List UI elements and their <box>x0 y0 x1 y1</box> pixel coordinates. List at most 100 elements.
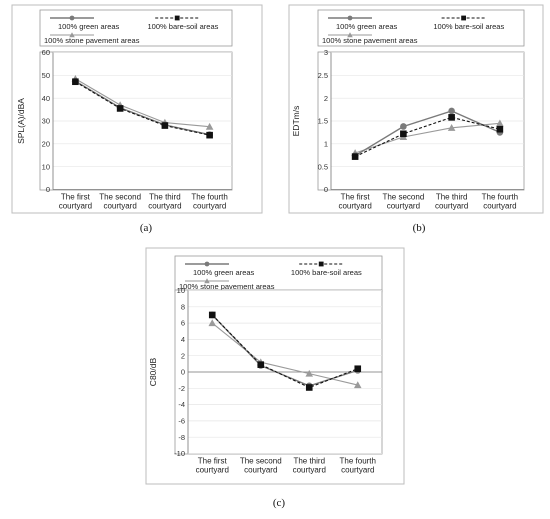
data-point-soil <box>206 131 213 139</box>
panel-caption: (c) <box>273 497 286 509</box>
series-line-soil <box>211 314 358 389</box>
x-tick-label: courtyard <box>435 202 468 211</box>
series-line-green <box>75 80 210 136</box>
x-tick-label: The first <box>341 193 371 202</box>
y-tick-label: 4 <box>181 335 185 344</box>
x-tick-label: courtyard <box>483 202 516 211</box>
chart-panel-1: 100% green areas 100% bare-soil areas 100%… <box>288 4 544 234</box>
legend-marker-stone <box>347 32 353 38</box>
y-tick-label: 0.5 <box>318 162 328 171</box>
panel-caption: (a) <box>140 222 153 234</box>
y-tick-label: 10 <box>177 286 185 295</box>
y-tick-label: 60 <box>42 48 50 57</box>
chart-panel-0: 100% green areas 100% bare-soil areas 100%… <box>11 4 263 234</box>
y-tick-label: -6 <box>178 417 185 426</box>
y-tick-label: 30 <box>42 117 50 126</box>
legend-label-stone: 100% stone pavement areas <box>322 36 418 45</box>
y-tick-label: 0 <box>181 368 185 377</box>
x-tick-label: The fourth <box>482 193 518 202</box>
legend-marker-green <box>204 261 210 267</box>
data-point-soil <box>257 361 265 368</box>
x-tick-label: courtyard <box>103 202 136 211</box>
series-line-stone <box>211 322 358 386</box>
chart-panel-2: 100% green areas 100% bare-soil areas 100%… <box>145 247 405 509</box>
series-line-soil <box>354 116 501 158</box>
data-point-soil <box>161 122 169 129</box>
data-point-stone <box>305 369 314 377</box>
data-point-green <box>448 107 455 115</box>
y-tick-label: -8 <box>178 433 185 442</box>
x-tick-label: courtyard <box>148 202 181 211</box>
x-tick-label: The third <box>149 193 181 202</box>
y-tick-label: 2 <box>181 351 185 360</box>
x-tick-label: The first <box>61 193 91 202</box>
data-point-soil <box>354 365 362 373</box>
legend-label-green: 100% green areas <box>336 22 398 31</box>
y-tick-label: 50 <box>42 71 50 80</box>
y-tick-label: 1 <box>324 139 328 148</box>
x-tick-label: The fourth <box>340 457 376 466</box>
y-tick-label: 0 <box>46 185 50 194</box>
legend-label-stone: 100% stone pavement areas <box>179 282 275 291</box>
x-tick-label: courtyard <box>338 202 371 211</box>
series-line-stone <box>75 78 210 128</box>
legend-marker-soil <box>318 261 324 267</box>
legend-marker-green <box>69 15 75 21</box>
y-axis-label: C80/dB <box>148 357 158 386</box>
data-point-stone <box>205 122 214 130</box>
x-tick-label: The second <box>99 193 141 202</box>
data-point-stone <box>353 381 362 389</box>
legend-box <box>174 255 383 293</box>
y-tick-label: 1.5 <box>318 117 328 126</box>
data-point-soil <box>400 130 407 138</box>
data-point-green <box>400 123 407 130</box>
x-tick-label: The third <box>436 193 468 202</box>
y-tick-label: 0 <box>324 185 328 194</box>
x-tick-label: courtyard <box>196 466 229 475</box>
series-line-soil <box>75 81 210 136</box>
y-tick-label: 10 <box>42 162 50 171</box>
y-axis-label: EDTm/s <box>291 106 301 137</box>
panel-caption: (b) <box>413 222 426 234</box>
data-point-soil <box>305 384 313 391</box>
legend-marker-soil <box>174 15 180 21</box>
legend-label-soil: 100% bare-soil areas <box>433 22 504 31</box>
y-tick-label: 40 <box>42 94 50 103</box>
series-line-green <box>354 110 501 157</box>
x-tick-label: courtyard <box>293 466 326 475</box>
y-tick-label: 8 <box>181 302 185 311</box>
data-point-soil <box>72 78 79 86</box>
y-tick-label: 2.5 <box>318 71 328 80</box>
legend-marker-soil <box>461 15 466 21</box>
x-tick-label: The second <box>240 457 282 466</box>
legend-label-green: 100% green areas <box>58 22 120 31</box>
y-axis-label: SPL(A)/dBA <box>16 98 26 144</box>
legend-marker-green <box>347 15 353 21</box>
x-tick-label: courtyard <box>59 202 92 211</box>
legend-label-stone: 100% stone pavement areas <box>44 36 140 45</box>
data-point-soil <box>496 125 504 133</box>
data-point-soil <box>351 153 359 160</box>
y-tick-label: 6 <box>181 319 185 328</box>
legend-box <box>317 9 525 47</box>
x-tick-label: courtyard <box>193 202 226 211</box>
x-tick-label: courtyard <box>341 466 374 475</box>
x-tick-label: The fourth <box>191 193 227 202</box>
y-tick-label: 2 <box>324 94 328 103</box>
x-tick-label: The first <box>198 457 228 466</box>
legend-label-soil: 100% bare-soil areas <box>148 22 219 31</box>
data-point-stone <box>496 119 504 127</box>
legend-marker-stone <box>204 278 210 284</box>
legend-label-green: 100% green areas <box>193 268 255 277</box>
x-tick-label: courtyard <box>387 202 420 211</box>
y-tick-label: -2 <box>178 384 185 393</box>
y-tick-label: -4 <box>178 400 185 409</box>
y-tick-label: 20 <box>42 139 50 148</box>
x-tick-label: courtyard <box>244 466 277 475</box>
x-tick-label: The second <box>382 193 424 202</box>
data-point-soil <box>116 105 124 112</box>
legend-marker-stone <box>69 32 75 38</box>
y-tick-label: 3 <box>324 48 328 57</box>
legend-label-soil: 100% bare-soil areas <box>291 268 362 277</box>
